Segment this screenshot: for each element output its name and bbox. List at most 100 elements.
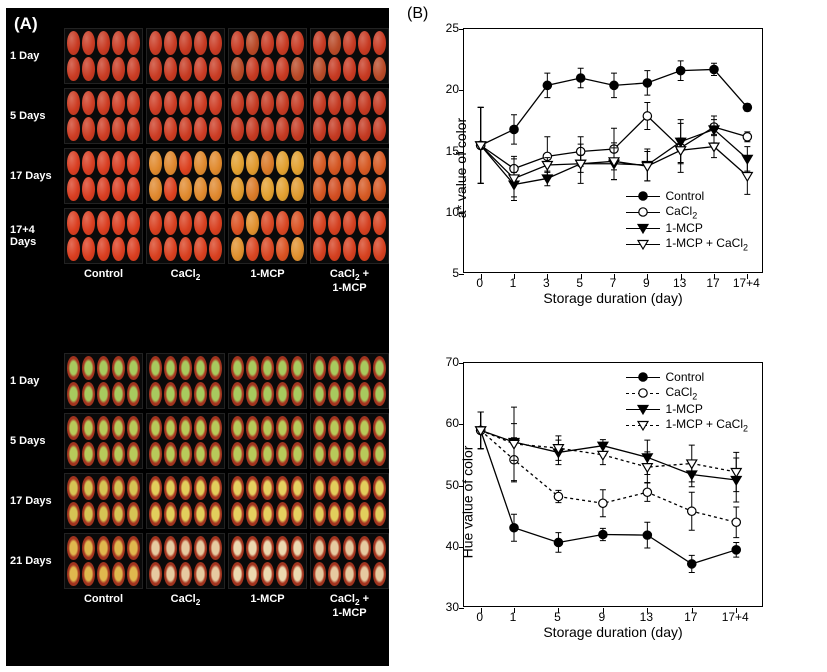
tomato-icon [149, 382, 162, 406]
tomato-icon [149, 416, 162, 440]
tomato-icon [313, 382, 326, 406]
grid-row: 5 Days [6, 413, 389, 469]
tomato-icon [112, 536, 125, 560]
legend: ControlCaCl21-MCP1-MCP + CaCl2 [626, 369, 748, 433]
tomato-icon [276, 356, 289, 380]
tomato-icon [82, 476, 95, 500]
tomato-icon [82, 382, 95, 406]
tomato-icon [127, 91, 140, 115]
tomato-icon [67, 211, 80, 235]
tomato-icon [179, 211, 192, 235]
y-tick-label: 40 [431, 539, 459, 553]
tomato-icon [358, 211, 371, 235]
tomato-icon [179, 57, 192, 81]
tomato-icon [231, 476, 244, 500]
tomato-icon [82, 151, 95, 175]
tomato-icon [194, 117, 207, 141]
legend-item: CaCl2 [626, 204, 748, 220]
tomato-icon [149, 117, 162, 141]
tomato-icon [343, 91, 356, 115]
tomato-icon [127, 442, 140, 466]
tomato-icon [82, 177, 95, 201]
tomato-icon [82, 562, 95, 586]
tomato-icon [276, 476, 289, 500]
tomato-icon [358, 416, 371, 440]
tomato-icon [127, 536, 140, 560]
tomato-icon [328, 237, 341, 261]
tomato-icon [291, 151, 304, 175]
grid-row: 5 Days [6, 88, 389, 144]
tomato-icon [179, 416, 192, 440]
tomato-icon [179, 177, 192, 201]
tomato-icon [179, 356, 192, 380]
grid-cell [146, 88, 225, 144]
grid-row: 17 Days [6, 473, 389, 529]
tomato-icon [328, 442, 341, 466]
tomato-icon [276, 117, 289, 141]
tomato-icon [179, 502, 192, 526]
tomato-icon [261, 562, 274, 586]
tomato-icon [343, 151, 356, 175]
tomato-icon [149, 536, 162, 560]
tomato-icon [358, 356, 371, 380]
tomato-icon [246, 117, 259, 141]
tomato-icon [261, 416, 274, 440]
tomato-icon [112, 31, 125, 55]
legend-label: 1-MCP [666, 221, 703, 235]
tomato-icon [127, 476, 140, 500]
tomato-icon [97, 237, 110, 261]
tomato-icon [313, 562, 326, 586]
tomato-icon [112, 91, 125, 115]
tomato-icon [313, 442, 326, 466]
tomato-icon [67, 91, 80, 115]
tomato-icon [261, 356, 274, 380]
tomato-icon [231, 416, 244, 440]
legend-marker-icon [626, 205, 660, 219]
tomato-icon [127, 211, 140, 235]
tomato-icon [261, 476, 274, 500]
tomato-icon [97, 31, 110, 55]
tomato-icon [261, 177, 274, 201]
tomato-icon [328, 211, 341, 235]
tomato-icon [112, 211, 125, 235]
tomato-icon [112, 177, 125, 201]
tomato-icon [373, 502, 386, 526]
row-label: 5 Days [6, 110, 64, 122]
tomato-icon [149, 356, 162, 380]
tomato-icon [358, 177, 371, 201]
tomato-icon [97, 151, 110, 175]
tomato-icon [276, 57, 289, 81]
x-tick-label: 17 [684, 610, 697, 624]
tomato-icon [82, 502, 95, 526]
grid-cell [310, 88, 389, 144]
tomato-icon [97, 382, 110, 406]
panel-b-label: (B) [407, 5, 428, 23]
tomato-icon [358, 91, 371, 115]
tomato-icon [179, 476, 192, 500]
photo-grid-whole-fruit: 1 Day5 Days17 Days17+4 DaysControlCaCl21… [6, 28, 389, 318]
x-tick-label: 1 [510, 610, 517, 624]
tomato-icon [164, 91, 177, 115]
tomato-icon [291, 177, 304, 201]
tomato-icon [179, 31, 192, 55]
x-tick-label: 5 [554, 610, 561, 624]
tomato-icon [231, 211, 244, 235]
tomato-icon [127, 151, 140, 175]
tomato-icon [231, 91, 244, 115]
tomato-icon [194, 31, 207, 55]
tomato-icon [246, 356, 259, 380]
tomato-icon [82, 57, 95, 81]
tomato-icon [246, 237, 259, 261]
tomato-icon [261, 57, 274, 81]
y-tick-label: 50 [431, 478, 459, 492]
tomato-icon [261, 536, 274, 560]
grid-cell [146, 148, 225, 204]
x-tick-label: 5 [576, 276, 583, 290]
tomato-icon [231, 356, 244, 380]
tomato-icon [246, 536, 259, 560]
tomato-icon [343, 211, 356, 235]
x-tick-label: 7 [610, 276, 617, 290]
tomato-icon [291, 536, 304, 560]
tomato-icon [343, 536, 356, 560]
tomato-icon [231, 442, 244, 466]
